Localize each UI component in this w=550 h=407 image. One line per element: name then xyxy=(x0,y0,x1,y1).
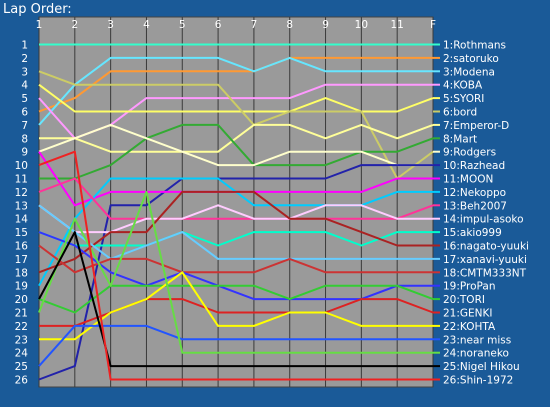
legend-entry: 10:Razhead xyxy=(443,160,505,172)
series-line-6 xyxy=(38,70,434,180)
y-tick-label: 3 xyxy=(21,66,28,78)
legend-entry: 5:SYORI xyxy=(443,93,484,105)
series-line-22 xyxy=(39,271,433,341)
y-tick-label: 14 xyxy=(15,214,29,226)
x-tick-label: 7 xyxy=(251,19,258,31)
legend-entry: 22:KOHTA xyxy=(443,321,496,333)
legend-entry: 6:bord xyxy=(443,107,477,119)
legend-entry: 21:GENKI xyxy=(443,308,493,320)
axis-ticks: 1 2 3 4 5 6 7 8 9 10 11 F12345678910111213141516171… xyxy=(15,19,436,387)
x-tick-label: 1 xyxy=(36,19,43,31)
y-tick-label: 1 xyxy=(21,40,28,52)
y-tick-label: 20 xyxy=(15,294,28,306)
y-tick-label: 12 xyxy=(15,187,28,199)
y-tick-label: 25 xyxy=(15,361,28,373)
x-tick-label: 2 xyxy=(71,19,78,31)
x-tick-label: 5 xyxy=(179,19,186,31)
legend-entry: 2:satoruko xyxy=(443,53,499,65)
series-line-2 xyxy=(38,56,433,113)
x-tick-label: 11 xyxy=(390,19,403,31)
series-line-3 xyxy=(38,56,433,126)
legend-entry: 15:akio999 xyxy=(443,227,502,239)
series-line-16 xyxy=(38,190,433,274)
x-tick-label: 3 xyxy=(107,19,114,31)
series-line-15 xyxy=(38,231,433,247)
series-line-20 xyxy=(38,284,434,314)
series-line-23 xyxy=(38,324,433,367)
series-line-13 xyxy=(38,177,434,220)
y-tick-label: 18 xyxy=(15,267,28,279)
legend-entry: 26:Shin-1972 xyxy=(443,375,513,387)
y-tick-label: 15 xyxy=(15,227,28,239)
y-tick-label: 9 xyxy=(21,147,28,159)
y-tick-label: 8 xyxy=(21,133,28,145)
legend-entry: 8:Mart xyxy=(443,133,477,145)
series-line-14 xyxy=(38,204,433,234)
y-tick-label: 2 xyxy=(21,53,28,65)
series-line-17 xyxy=(38,204,433,260)
y-tick-label: 5 xyxy=(21,93,28,105)
series-line-18 xyxy=(38,244,433,274)
legend-entry: 1:Rothmans xyxy=(443,40,506,52)
x-tick-label: 10 xyxy=(355,19,368,31)
legend-entry: 12:Nekoppo xyxy=(443,187,506,199)
y-tick-label: 7 xyxy=(21,120,28,132)
y-tick-label: 17 xyxy=(15,254,28,266)
y-tick-label: 23 xyxy=(15,334,28,346)
chart-title: Lap Order: xyxy=(3,2,72,17)
y-tick-label: 6 xyxy=(21,107,28,119)
legend-entry: 19:ProPan xyxy=(443,281,496,293)
legend-entry: 16:nagato-yuuki xyxy=(443,241,529,253)
x-tick-label: 6 xyxy=(215,19,222,31)
x-tick-label: 4 xyxy=(143,19,150,31)
legend-entry: 20:TORI xyxy=(443,294,485,306)
x-tick-label: 9 xyxy=(322,19,329,31)
y-tick-label: 10 xyxy=(15,160,28,172)
x-tick-label: F xyxy=(430,19,436,31)
legend-entry: 3:Modena xyxy=(443,66,495,78)
legend-entry: 13:Beh2007 xyxy=(443,200,507,212)
y-tick-label: 16 xyxy=(15,241,29,253)
legend-entry: 7:Emperor-D xyxy=(443,120,509,132)
series-lines xyxy=(38,43,434,381)
series-line-19 xyxy=(38,231,433,301)
series-line-5 xyxy=(38,83,434,113)
x-tick-label: 8 xyxy=(286,19,293,31)
series-line-26 xyxy=(38,150,433,381)
legend-entry: 17:xanavi-yuuki xyxy=(443,254,527,266)
y-tick-label: 22 xyxy=(15,321,28,333)
y-tick-label: 13 xyxy=(15,200,28,212)
series-line-9 xyxy=(38,123,433,167)
legend-entry: 18:CMTM333NT xyxy=(443,267,527,279)
y-tick-label: 19 xyxy=(15,281,28,293)
legend-entry: 4:KOBA xyxy=(443,80,483,92)
legend-entry: 9:Rodgers xyxy=(443,147,496,159)
y-tick-label: 21 xyxy=(15,308,28,320)
series-line-24 xyxy=(38,190,433,354)
plot-area xyxy=(38,16,434,388)
series-line-21 xyxy=(39,298,434,327)
legend-entry: 11:MOON xyxy=(443,174,493,186)
y-tick-label: 11 xyxy=(15,174,28,186)
legend-entry: 14:impul-asoko xyxy=(443,214,524,226)
legend-entry: 25:Nigel Hikou xyxy=(443,361,520,373)
y-tick-label: 26 xyxy=(15,375,29,387)
legend-entry: 23:near miss xyxy=(443,334,511,346)
series-line-7 xyxy=(39,123,434,153)
series-line-8 xyxy=(39,123,434,180)
legend-entry: 24:noraneko xyxy=(443,348,509,360)
y-tick-label: 4 xyxy=(21,80,28,92)
y-tick-label: 24 xyxy=(15,348,29,360)
